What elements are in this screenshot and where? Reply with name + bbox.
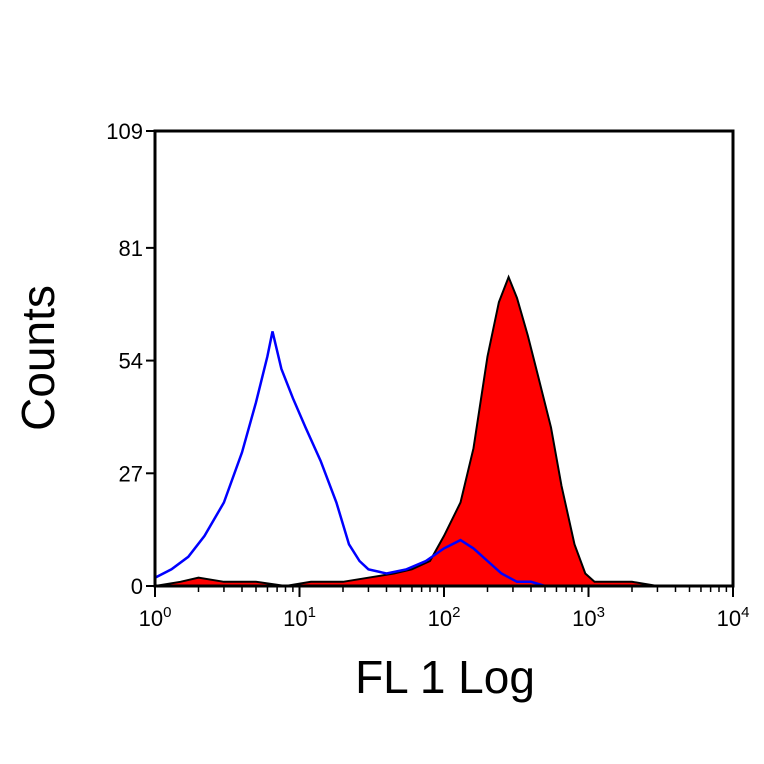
plot-frame (153, 129, 735, 588)
x-tick-label: 102 (428, 604, 461, 631)
y-tick-label: 27 (119, 461, 143, 486)
y-axis-title: Counts (12, 285, 64, 431)
y-tick-label: 109 (106, 119, 143, 144)
series-layer (154, 274, 658, 588)
x-axis-title: FL 1 Log (355, 651, 535, 703)
x-tick-label: 103 (572, 604, 605, 631)
series-1-line (154, 331, 557, 588)
series-0-filled-histogram (154, 274, 658, 588)
y-tick-label: 0 (131, 574, 143, 599)
x-axis: 100 101 102 103 104 (139, 586, 750, 631)
x-tick-label: 100 (139, 604, 172, 631)
y-tick-label: 54 (119, 349, 143, 374)
x-tick-label: 101 (283, 604, 316, 631)
y-axis: 0 27 54 81 109 (106, 119, 155, 599)
x-tick-label: 104 (717, 604, 750, 631)
y-tick-label: 81 (119, 236, 143, 261)
